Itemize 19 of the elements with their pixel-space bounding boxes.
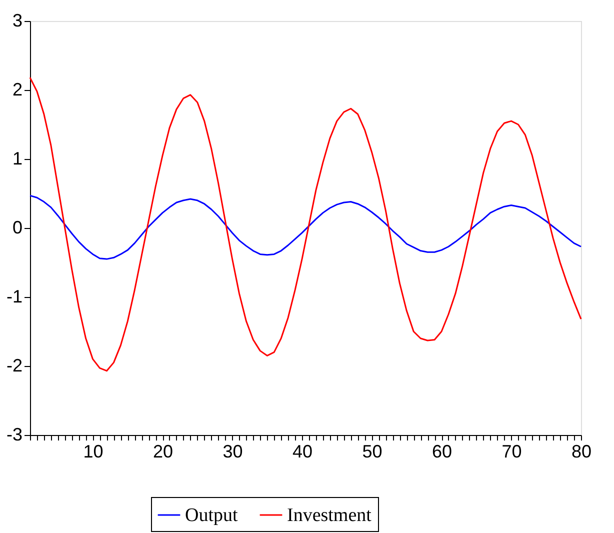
y-tick-label: 2 (12, 80, 22, 100)
y-tick-label: 1 (12, 148, 22, 168)
line-series (29, 194, 582, 260)
x-tick-label: 40 (292, 442, 313, 462)
x-tick-label: 10 (83, 442, 104, 462)
x-tick-label: 20 (153, 442, 174, 462)
line-series (29, 76, 582, 372)
x-tick-label: 30 (222, 442, 243, 462)
legend-label: Investment (287, 505, 372, 526)
y-tick-label: -1 (6, 286, 22, 306)
x-tick-label: 50 (362, 442, 382, 462)
legend-label: Output (185, 505, 238, 526)
x-tick-label: 70 (502, 442, 522, 462)
y-tick-label: -3 (6, 424, 22, 444)
y-tick-label: 0 (12, 218, 22, 238)
x-tick-label: 80 (571, 442, 592, 462)
y-tick-label: 3 (12, 10, 22, 30)
y-tick-label: -2 (6, 356, 22, 376)
x-tick-label: 60 (432, 442, 452, 462)
